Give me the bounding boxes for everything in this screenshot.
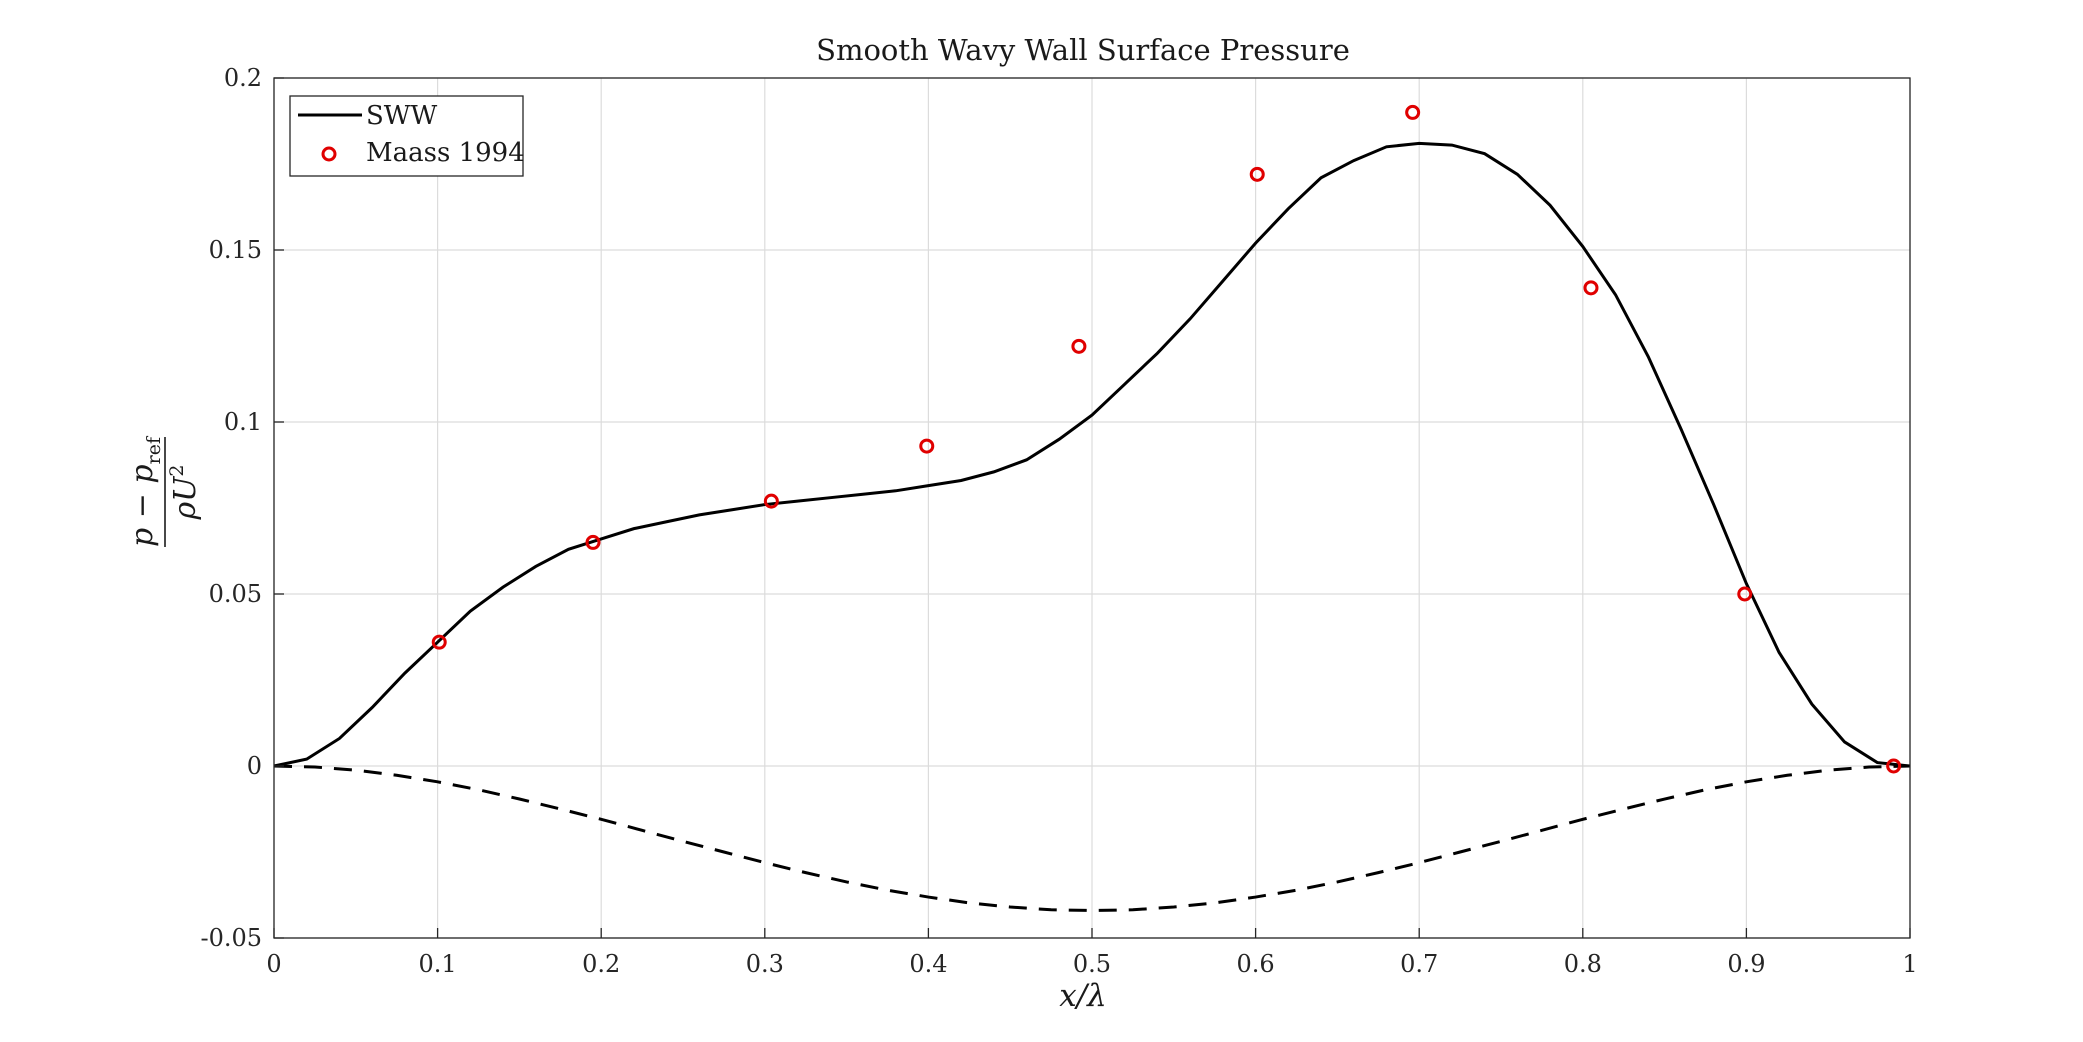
x-tick-label: 0.7 [1400, 950, 1438, 978]
x-tick-label: 0 [266, 950, 281, 978]
y-axis-label: p − pref ρU2 [125, 435, 203, 547]
x-tick-label: 0.8 [1564, 950, 1602, 978]
legend-label-sww: SWW [366, 101, 438, 131]
ticks: 0 0.1 0.2 0.3 0.4 0.5 0.6 0.7 0.8 0.9 1-0.0500.050… [200, 64, 1917, 978]
y-tick-label: 0.15 [209, 236, 262, 264]
maass-data-point-6 [1405, 104, 1421, 120]
maass-data-point-7 [1583, 280, 1599, 296]
y-axis-label-denominator: ρU2 [166, 464, 203, 520]
wall-shape-dashed-line [273, 764, 1911, 912]
legend-label-maass: Maass 1994 [366, 138, 525, 168]
y-axis-label-numerator: p − pref [125, 435, 165, 547]
x-tick-label: 0.6 [1237, 950, 1275, 978]
x-tick-label: 0.5 [1073, 950, 1111, 978]
maass-data-point-8 [1737, 586, 1753, 602]
x-axis-label: x/λ [1059, 978, 1107, 1014]
maass-data-point-5 [1249, 166, 1265, 182]
legend-box [289, 95, 524, 177]
y-tick-label: 0.1 [224, 408, 262, 436]
maass-data-point-1 [585, 534, 601, 550]
x-tick-label: 1 [1902, 950, 1917, 978]
legend-marker-swatch [321, 146, 337, 162]
plot-area [273, 104, 1911, 912]
y-tick-label: 0.05 [209, 580, 262, 608]
y-tick-label: -0.05 [200, 924, 262, 952]
y-tick-label: 0 [247, 752, 262, 780]
y-tick-label: 0.2 [224, 64, 262, 92]
y-axis-label-denominator-sup: 2 [166, 464, 188, 476]
maass-data-point-4 [1071, 338, 1087, 354]
x-tick-label: 0.1 [419, 950, 457, 978]
y-axis-label-numerator-sub: ref [143, 435, 165, 464]
chart-title: Smooth Wavy Wall Surface Pressure [816, 33, 1350, 67]
y-axis-label-numerator-main: p − p [125, 464, 160, 547]
maass-data-point-3 [919, 438, 935, 454]
y-axis-label-denominator-main: ρU [168, 475, 203, 521]
legend: SWW Maass 1994 [289, 95, 525, 177]
sww-line [273, 141, 1911, 768]
maass-data-point-9 [1886, 758, 1902, 774]
grid [273, 77, 1911, 939]
x-tick-label: 0.3 [746, 950, 784, 978]
x-tick-label: 0.2 [582, 950, 620, 978]
maass-data-point-0 [431, 634, 447, 650]
x-tick-label: 0.9 [1727, 950, 1765, 978]
x-tick-label: 0.4 [909, 950, 947, 978]
maass-data-point-2 [763, 493, 779, 509]
